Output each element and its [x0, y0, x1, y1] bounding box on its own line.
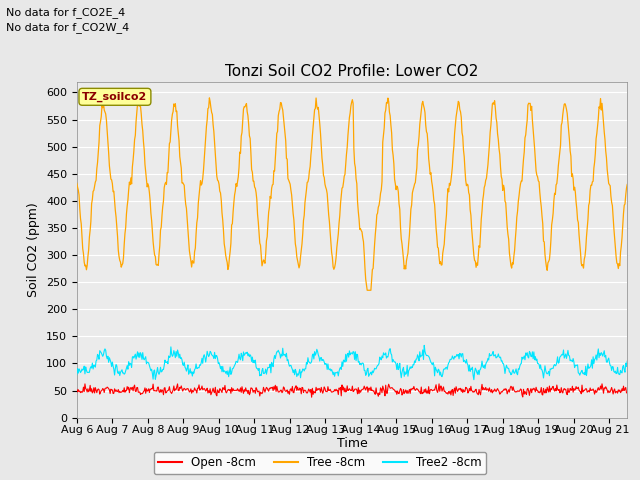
- Text: TZ_soilco2: TZ_soilco2: [83, 92, 148, 102]
- Y-axis label: Soil CO2 (ppm): Soil CO2 (ppm): [28, 202, 40, 297]
- Title: Tonzi Soil CO2 Profile: Lower CO2: Tonzi Soil CO2 Profile: Lower CO2: [225, 64, 479, 79]
- X-axis label: Time: Time: [337, 437, 367, 450]
- Text: No data for f_CO2W_4: No data for f_CO2W_4: [6, 22, 130, 33]
- Legend: Open -8cm, Tree -8cm, Tree2 -8cm: Open -8cm, Tree -8cm, Tree2 -8cm: [154, 452, 486, 474]
- Text: No data for f_CO2E_4: No data for f_CO2E_4: [6, 7, 125, 18]
